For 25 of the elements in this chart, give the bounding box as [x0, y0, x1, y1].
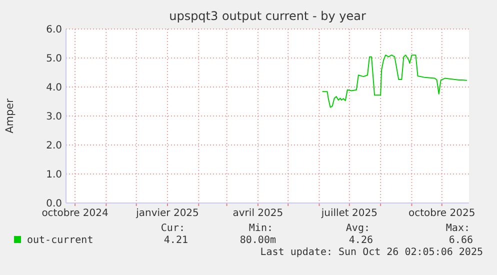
text: 4.21	[164, 235, 188, 246]
text: Avg:	[346, 223, 370, 234]
y-tick-label: 2.0	[46, 140, 62, 152]
x-tick-label: avril 2025	[232, 208, 284, 219]
y-axis-title: Amper	[4, 98, 16, 134]
chart-title: upspqt3 output current - by year	[169, 9, 366, 23]
y-tick-label: 4.0	[46, 82, 62, 94]
y-tick-label: 6.0	[46, 24, 62, 36]
text: 80.00m	[240, 235, 276, 246]
y-tick-label: 0.0	[46, 198, 62, 210]
text: 4.26	[348, 235, 373, 246]
x-tick-label: octobre 2024	[42, 208, 108, 219]
y-tick-label: 3.0	[46, 112, 62, 122]
x-tick-label: octobre 2025	[408, 208, 476, 219]
text: 6.66	[448, 235, 473, 246]
y-tick-label: 1.0	[46, 170, 62, 180]
legend-label: out-current	[27, 235, 94, 246]
text: Last update: Sun Oct 26 02:05:06 2025	[260, 247, 483, 258]
text: Max:	[446, 223, 470, 234]
x-tick-label: juillet 2025	[320, 208, 378, 219]
y-tick-label: 5.0	[46, 54, 62, 64]
text: Cur:	[160, 223, 185, 234]
line-series	[322, 54, 468, 108]
x-tick-label: janvier 2025	[135, 208, 199, 219]
text: Min:	[248, 223, 273, 234]
